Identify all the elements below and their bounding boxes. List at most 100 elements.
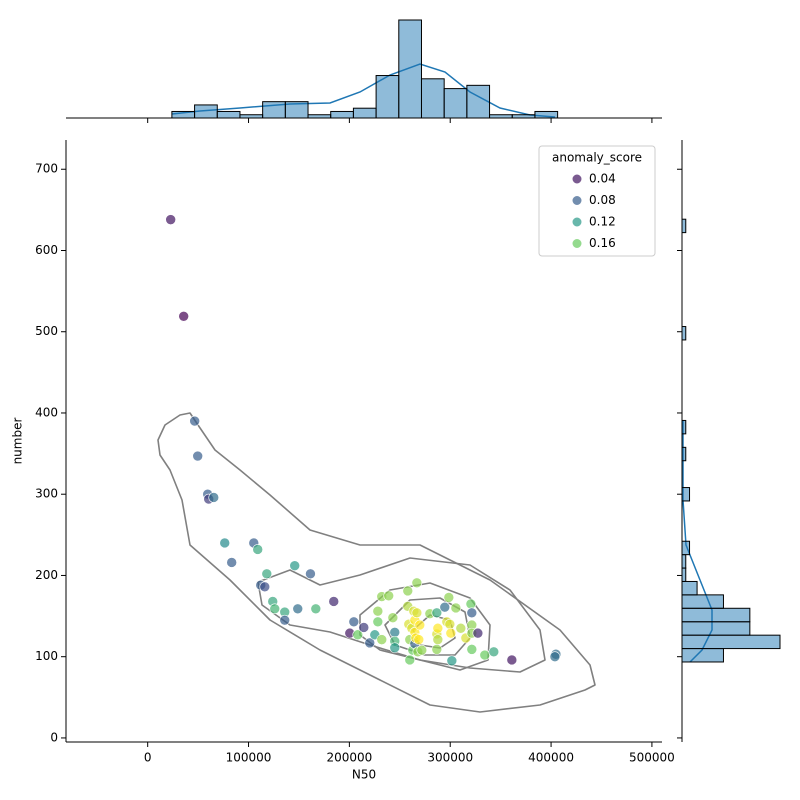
histogram-bar (681, 487, 691, 502)
histogram-bar (681, 580, 698, 596)
point (328, 596, 340, 607)
point (219, 537, 231, 549)
histogram-bar (681, 554, 687, 569)
point (455, 622, 467, 634)
legend-title: anomaly_score (552, 151, 642, 165)
legend-label: 0.12 (589, 215, 616, 229)
point (472, 627, 484, 639)
point (292, 603, 304, 615)
histogram-bar (216, 110, 241, 119)
legend-marker (571, 216, 583, 228)
point (431, 607, 443, 619)
histogram-bar (681, 446, 687, 462)
kde-contours (157, 412, 596, 713)
y-tick-label: 700 (35, 162, 58, 176)
point (310, 603, 322, 615)
histogram-bar (681, 419, 687, 435)
histogram-bar (681, 326, 687, 341)
x-tick-label: 400000 (528, 751, 574, 765)
y-tick-label: 300 (35, 487, 58, 501)
point (413, 634, 425, 645)
x-tick-label: 0 (144, 751, 152, 765)
point (192, 450, 204, 462)
point (465, 598, 477, 610)
point (358, 622, 370, 633)
point (488, 646, 500, 658)
histogram-bar (681, 218, 687, 234)
point (372, 616, 384, 628)
point (352, 629, 364, 641)
histogram-bar (171, 110, 196, 119)
histogram-bar (489, 114, 513, 119)
legend: anomaly_score 0.04 0.08 0.12 0.16 (538, 145, 656, 257)
histogram-bar (534, 110, 559, 119)
x-tick-label: 100000 (226, 751, 272, 765)
histogram-bar (284, 101, 309, 119)
point (439, 601, 451, 613)
point (416, 644, 428, 656)
point (269, 603, 281, 615)
contour (157, 412, 596, 713)
y-tick-label: 600 (35, 243, 58, 257)
point (376, 634, 388, 645)
histogram-bar (420, 78, 445, 119)
histogram-bar (375, 75, 400, 119)
legend-marker (571, 238, 583, 249)
point (432, 634, 444, 645)
point (261, 568, 273, 580)
histogram-bar (681, 634, 781, 650)
point (446, 655, 458, 667)
histogram-bar (194, 104, 218, 119)
kde-top (171, 63, 556, 118)
histogram-bar (352, 107, 377, 119)
legend-marker (571, 173, 583, 185)
point (165, 214, 176, 225)
point (431, 644, 443, 655)
point (450, 602, 462, 614)
legend-label: 0.04 (589, 172, 616, 186)
x-tick-label: 200000 (326, 751, 372, 765)
histogram-bar (681, 540, 691, 556)
histogram-bar (681, 567, 687, 582)
point (364, 637, 376, 649)
x-tick-label: 300000 (427, 751, 473, 765)
y-axis-label: number (11, 418, 25, 465)
y-tick-label: 100 (35, 649, 58, 663)
histogram-bar (681, 621, 751, 636)
point (466, 644, 478, 655)
legend-label: 0.16 (589, 236, 616, 250)
histogram-bar (330, 110, 354, 119)
point (479, 649, 491, 661)
x-axis-label: N50 (352, 768, 376, 782)
point (404, 654, 416, 666)
point (387, 612, 399, 624)
point (178, 310, 189, 322)
histogram-bar (239, 114, 264, 119)
histogram-bar (681, 607, 751, 623)
point (506, 654, 518, 666)
point (411, 577, 423, 589)
point (549, 651, 561, 662)
histogram-bar (398, 19, 422, 119)
legend-marker (571, 195, 583, 206)
x-tick-label: 500000 (629, 751, 675, 765)
point (279, 614, 291, 626)
point (432, 622, 444, 634)
histogram-bar (307, 114, 332, 119)
point (389, 642, 401, 654)
point (226, 557, 237, 568)
point (444, 618, 456, 630)
contour (257, 557, 546, 673)
histogram-bar (681, 594, 724, 609)
point (252, 544, 264, 555)
histogram-bar (466, 84, 491, 119)
point (389, 627, 401, 638)
point (466, 607, 478, 619)
point (289, 560, 301, 572)
point (402, 585, 414, 597)
point (383, 590, 395, 602)
y-tick-label: 0 (50, 730, 58, 744)
histogram-bar (511, 114, 536, 119)
point (348, 616, 360, 628)
